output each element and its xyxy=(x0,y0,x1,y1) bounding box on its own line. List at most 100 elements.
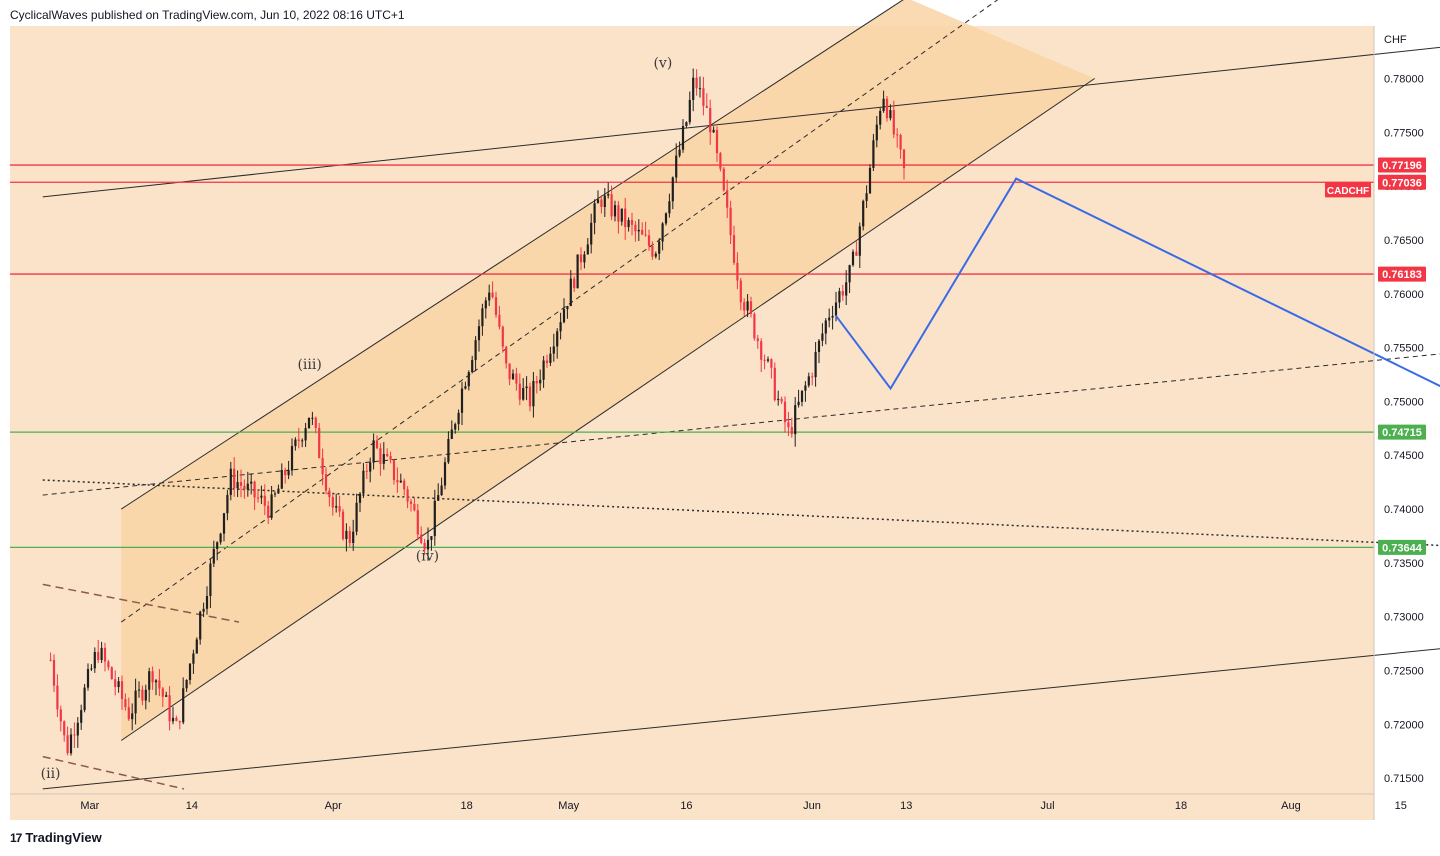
price-tick-label: 0.71500 xyxy=(1384,773,1424,785)
candle-body xyxy=(474,340,477,361)
candle xyxy=(685,121,688,128)
candle-body xyxy=(879,110,882,125)
candle xyxy=(161,686,164,708)
candle-body xyxy=(539,379,542,384)
candle-body xyxy=(120,681,124,700)
candle xyxy=(505,345,508,369)
candle-body xyxy=(569,278,572,307)
candle xyxy=(107,659,110,671)
candle xyxy=(583,251,586,269)
price-tick-label: 0.72000 xyxy=(1384,719,1424,731)
candle xyxy=(824,318,827,345)
candle xyxy=(766,356,770,363)
candle-body xyxy=(862,200,865,227)
candle xyxy=(103,642,107,672)
candle xyxy=(491,281,494,299)
candle-body xyxy=(797,401,800,406)
candle-body xyxy=(433,500,436,537)
candle xyxy=(127,697,130,721)
candle-body xyxy=(260,495,263,498)
candle-body xyxy=(430,536,433,540)
candle-body xyxy=(403,480,406,490)
candle-body xyxy=(151,671,154,683)
level-price-tag-2: 0.76183 xyxy=(1378,266,1426,282)
candle xyxy=(712,126,715,133)
candle-body xyxy=(471,360,474,373)
candle-body xyxy=(426,539,430,550)
candle xyxy=(389,451,392,464)
candle xyxy=(131,703,134,731)
candle xyxy=(311,411,314,425)
time-axis[interactable]: Mar14Apr18May16Jun13Jul18Aug15Sep xyxy=(80,800,1440,812)
candle-body xyxy=(59,709,62,722)
candle-body xyxy=(256,497,260,499)
candle-body xyxy=(114,679,117,688)
candle-body xyxy=(675,155,678,178)
candle-body xyxy=(131,713,134,720)
candle-body xyxy=(287,470,290,476)
candle xyxy=(559,312,562,340)
wave-label: (v) xyxy=(653,56,672,72)
candle-body xyxy=(338,506,341,512)
candle-body xyxy=(165,695,168,697)
candle-body xyxy=(365,470,368,472)
candle xyxy=(386,448,389,458)
candle-body xyxy=(596,199,600,204)
time-tick-label: 13 xyxy=(900,800,912,812)
candle xyxy=(770,358,773,379)
candle xyxy=(879,107,882,130)
candle-body xyxy=(205,596,209,609)
candle xyxy=(243,479,246,499)
candle-body xyxy=(559,322,562,332)
candle xyxy=(406,486,409,509)
candle xyxy=(379,443,382,476)
candle xyxy=(892,100,895,138)
candle xyxy=(199,610,202,645)
candle-body xyxy=(182,688,185,723)
candle xyxy=(226,490,229,521)
candle xyxy=(556,328,559,359)
candle xyxy=(760,338,763,373)
tradingview-logo[interactable]: 17 TradingView xyxy=(10,830,102,845)
candle xyxy=(433,489,436,546)
time-tick-label: 15 xyxy=(1395,800,1407,812)
candle-body xyxy=(777,398,780,401)
candle xyxy=(423,538,426,556)
candle-body xyxy=(406,489,409,502)
candle-body xyxy=(90,668,93,670)
candle xyxy=(151,666,154,690)
price-tick-label: 0.74000 xyxy=(1384,504,1424,516)
candle-body xyxy=(542,360,545,380)
candle xyxy=(763,354,766,370)
candle-body xyxy=(576,254,579,289)
candle-body xyxy=(865,193,868,201)
candle xyxy=(134,678,137,725)
candle-body xyxy=(209,563,212,597)
candle-body xyxy=(787,422,790,428)
candle xyxy=(501,325,504,353)
candle xyxy=(695,69,698,96)
candle-body xyxy=(811,376,814,378)
candle-body xyxy=(253,481,256,498)
wave-label-layer: (ii) (iii) (iv) (v) xyxy=(41,56,673,782)
candle xyxy=(515,367,518,391)
candle-body xyxy=(314,417,317,429)
candle xyxy=(90,664,93,672)
candle-body xyxy=(624,208,627,228)
candle xyxy=(83,683,86,713)
candle xyxy=(756,334,759,349)
candle xyxy=(117,677,120,693)
candle xyxy=(345,523,348,552)
candle xyxy=(256,489,260,503)
candle xyxy=(658,237,661,261)
candle-body xyxy=(668,201,671,214)
trendline-solid-0 xyxy=(42,46,1440,198)
candle xyxy=(705,93,708,108)
candle xyxy=(562,298,566,324)
candle xyxy=(399,473,402,483)
symbol-badge: CADCHF xyxy=(1325,182,1371,198)
candle-body xyxy=(763,359,766,361)
candle xyxy=(471,355,474,374)
candle xyxy=(722,166,725,192)
level-price-tag-bg xyxy=(1378,157,1426,173)
